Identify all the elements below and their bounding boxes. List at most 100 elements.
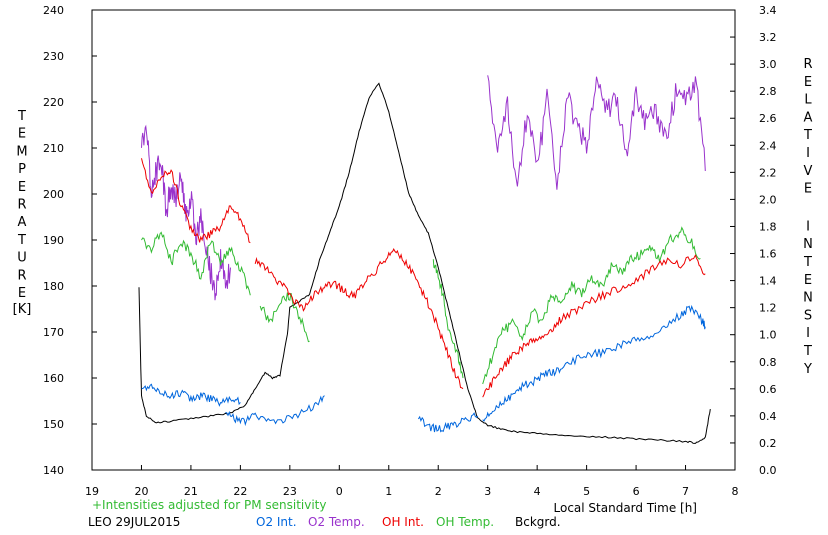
right-tick-label: 3.4: [759, 4, 777, 17]
series-line-oh-temp: [482, 226, 701, 385]
right-axis-letter: I: [806, 219, 810, 234]
left-axis-letter: E: [18, 286, 26, 301]
series-line-bckgrd: [138, 82, 711, 444]
left-axis-letter: R: [17, 198, 26, 213]
right-tick-label: 3.2: [759, 31, 777, 44]
x-tick-label: 21: [184, 485, 198, 498]
right-axis-letter: T: [803, 344, 812, 359]
right-tick-label: 0.8: [759, 356, 777, 369]
right-axis-letter: R: [803, 57, 812, 72]
left-tick-label: 190: [43, 234, 64, 247]
right-tick-label: 2.4: [759, 139, 777, 152]
right-tick-label: 1.0: [759, 329, 777, 342]
right-tick-label: 1.4: [759, 275, 777, 288]
series-line-o2-int: [141, 383, 241, 407]
legend-item: OH Int.: [382, 515, 424, 529]
left-axis-letter: P: [18, 162, 26, 177]
x-tick-label: 23: [283, 485, 297, 498]
left-axis-unit: [K]: [13, 302, 32, 317]
right-axis-letter: E: [804, 182, 812, 197]
x-tick-label: 4: [534, 485, 541, 498]
left-tick-label: 200: [43, 188, 64, 201]
left-axis-letter: M: [16, 144, 27, 159]
x-tick-label: 19: [85, 485, 99, 498]
right-tick-label: 1.8: [759, 220, 777, 233]
right-axis-letter: L: [804, 93, 812, 108]
x-tick-label: 3: [484, 485, 491, 498]
left-tick-label: 240: [43, 4, 64, 17]
series-line-o2-temp: [141, 124, 231, 301]
right-axis-letter: Y: [803, 362, 812, 377]
x-tick-label: 22: [233, 485, 247, 498]
right-tick-label: 0.4: [759, 410, 777, 423]
legend-item: OH Temp.: [436, 515, 494, 529]
left-tick-label: 140: [43, 464, 64, 477]
right-axis-letter: E: [804, 273, 812, 288]
series-line-o2-temp: [487, 75, 706, 190]
right-tick-label: 2.2: [759, 166, 777, 179]
left-axis-letter: E: [18, 127, 26, 142]
right-tick-label: 0.0: [759, 464, 777, 477]
x-tick-label: 2: [435, 485, 442, 498]
x-axis-label: Local Standard Time [h]: [554, 501, 697, 515]
left-axis-letter: U: [17, 251, 27, 266]
right-axis-letter: V: [804, 164, 813, 179]
right-axis-letter: T: [803, 128, 812, 143]
x-axis-ticks: 19 20 21 22 23 0 1 2 3 4 5 6 7 8: [85, 465, 739, 498]
left-axis-ticks: 140 150 160 170 180 190 200 210 220 230 240: [43, 4, 97, 477]
left-axis-letter: A: [18, 215, 27, 230]
right-tick-label: 2.0: [759, 193, 777, 206]
legend-item: O2 Temp.: [308, 515, 365, 529]
left-tick-label: 160: [43, 372, 64, 385]
series-line-o2-int: [482, 304, 706, 422]
right-axis-letter: N: [803, 291, 813, 306]
x-tick-label: 0: [336, 485, 343, 498]
series-line-oh-int: [482, 254, 706, 398]
right-axis-letter: N: [803, 237, 813, 252]
right-tick-label: 1.2: [759, 302, 777, 315]
right-axis-ticks: 0.0 0.2 0.4 0.6 0.8 1.0 1.2 1.4 1.6 1.8 2.0 2.2 2.4 2…: [730, 4, 777, 477]
station-date: LEO 29JUL2015: [88, 515, 180, 529]
series-line-oh-int: [254, 248, 464, 390]
legend: O2 Int. O2 Temp. OH Int. OH Temp. Bckgrd.: [256, 515, 561, 529]
left-tick-label: 180: [43, 280, 64, 293]
left-tick-label: 220: [43, 96, 64, 109]
right-axis-letter: T: [803, 255, 812, 270]
intensity-note: +Intensities adjusted for PM sensitivity: [92, 498, 326, 512]
series-line-o2-int: [225, 395, 325, 427]
right-tick-label: 0.2: [759, 437, 777, 450]
right-axis-letter: A: [804, 110, 813, 125]
left-axis-letter: R: [17, 268, 26, 283]
series-line-o2-int: [417, 412, 479, 433]
series-line-oh-temp: [141, 231, 251, 296]
series-line-oh-temp: [432, 259, 464, 379]
left-tick-label: 210: [43, 142, 64, 155]
series-layer: [138, 75, 711, 444]
series-line-oh-int: [141, 158, 251, 244]
right-axis-letter: I: [806, 326, 810, 341]
left-tick-label: 150: [43, 418, 64, 431]
series-line-oh-temp: [259, 292, 310, 343]
plot-frame: [91, 9, 736, 471]
x-tick-label: 8: [732, 485, 739, 498]
left-axis-letter: E: [18, 180, 26, 195]
right-tick-label: 0.6: [759, 383, 777, 396]
legend-item: Bckgrd.: [515, 515, 561, 529]
left-axis-letter: T: [17, 109, 26, 124]
left-tick-label: 230: [43, 50, 64, 63]
left-axis-letter: T: [17, 233, 26, 248]
right-axis-letter: I: [806, 146, 810, 161]
right-tick-label: 2.6: [759, 112, 777, 125]
right-tick-label: 2.8: [759, 85, 777, 98]
x-tick-label: 20: [134, 485, 148, 498]
right-tick-label: 3.0: [759, 58, 777, 71]
right-tick-label: 1.6: [759, 248, 777, 261]
legend-item: O2 Int.: [256, 515, 297, 529]
right-axis-letter: E: [804, 75, 812, 90]
x-tick-label: 6: [633, 485, 640, 498]
x-tick-label: 5: [583, 485, 590, 498]
x-tick-label: 1: [385, 485, 392, 498]
